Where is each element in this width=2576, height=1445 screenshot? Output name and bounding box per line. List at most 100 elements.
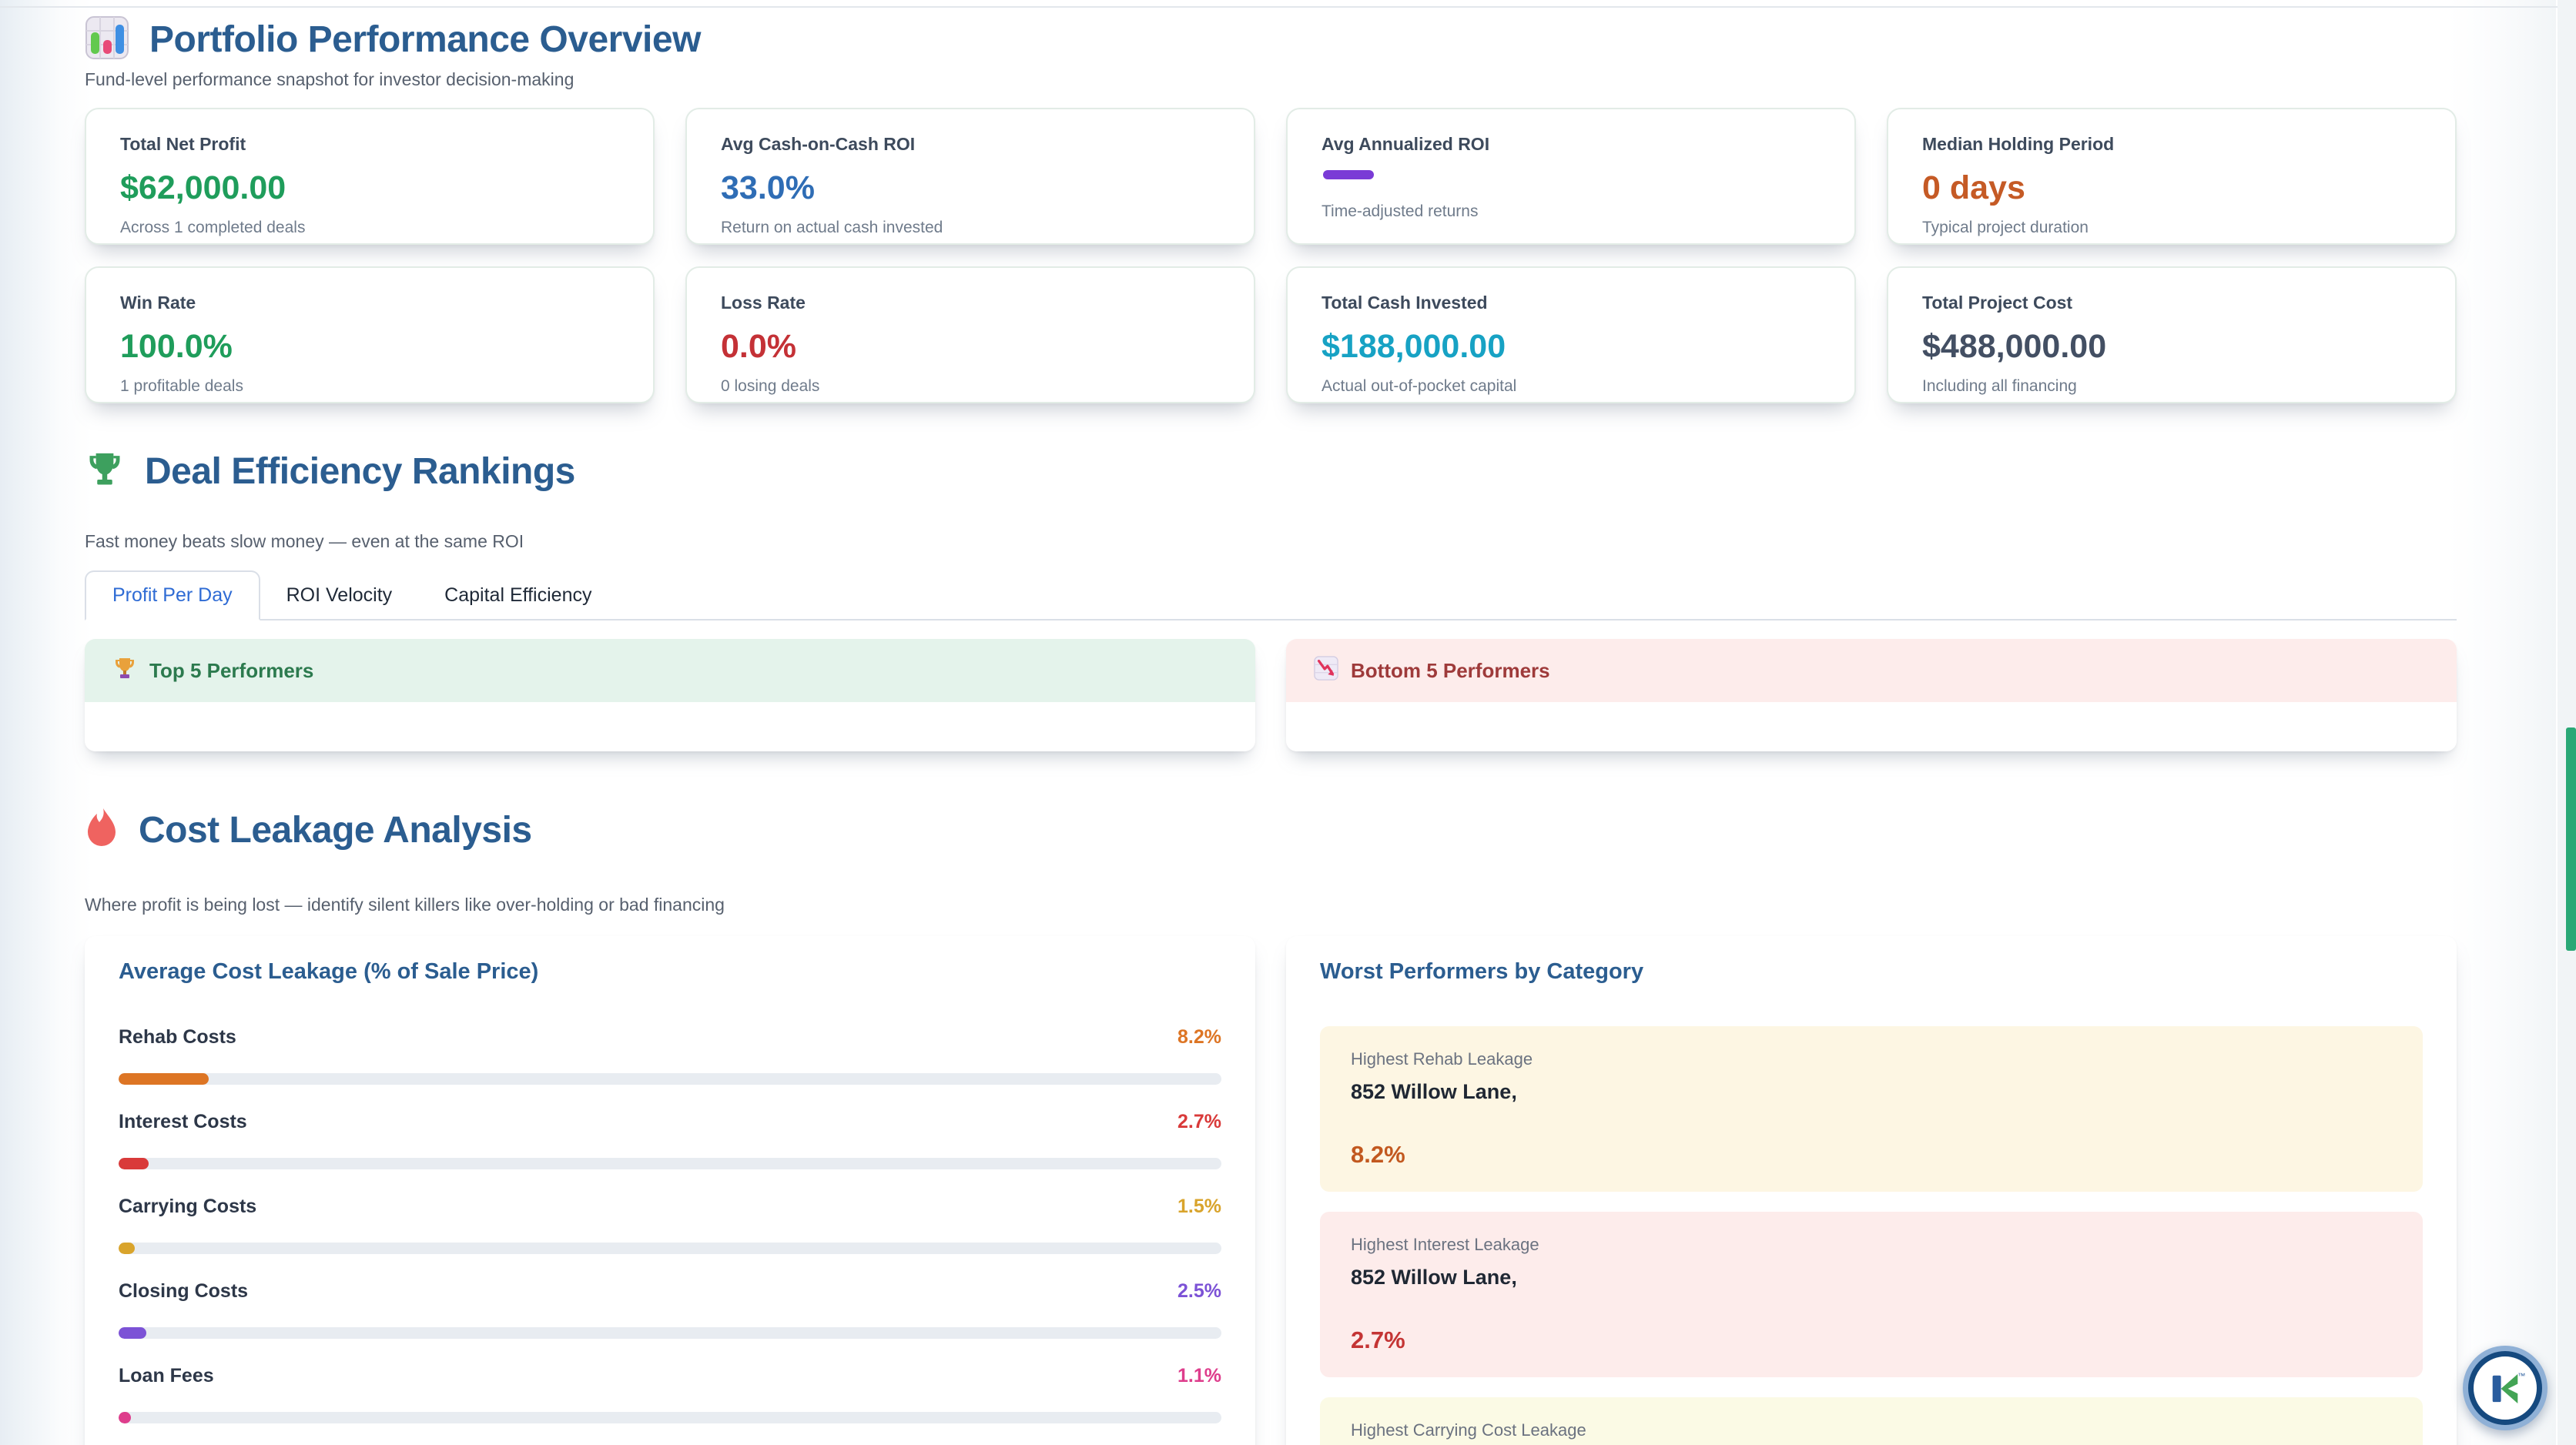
kpi-card-avg-coc-roi: Avg Cash-on-Cash ROI 33.0% Return on act… — [685, 108, 1255, 245]
top-performers-header: Top 5 Performers — [85, 639, 1255, 702]
worst-card-interest: Highest Interest Leakage 852 Willow Lane… — [1320, 1212, 2423, 1377]
bottom-performers-title: Bottom 5 Performers — [1351, 658, 1550, 682]
bar-fill — [119, 1158, 149, 1169]
avg-cost-leakage-card: Average Cost Leakage (% of Sale Price) R… — [85, 936, 1255, 1445]
bar-fill — [119, 1327, 146, 1339]
kpi-subtext: 1 profitable deals — [120, 377, 243, 396]
kpi-card-total-net-profit: Total Net Profit $62,000.00 Across 1 com… — [85, 108, 655, 245]
trophy-icon — [112, 656, 137, 686]
scrollbar-track[interactable] — [2558, 0, 2576, 1445]
worst-card-label: Highest Interest Leakage — [1351, 1235, 1539, 1254]
top-performers-panel: Top 5 Performers — [85, 639, 1255, 751]
bar-row-loan-fees: Loan Fees 1.1% — [119, 1365, 1221, 1387]
portfolio-title: Portfolio Performance Overview — [149, 19, 701, 60]
bar-fill — [119, 1412, 131, 1423]
kpi-label: Loss Rate — [721, 293, 806, 313]
worst-card-value: 8.2% — [1351, 1141, 1405, 1168]
kpi-value: 33.0% — [721, 169, 815, 206]
flame-icon — [85, 807, 119, 854]
left-gutter — [0, 0, 92, 1445]
worst-card-carrying: Highest Carrying Cost Leakage 852 Willow… — [1320, 1397, 2423, 1445]
kpi-subtext: Across 1 completed deals — [120, 219, 306, 237]
worst-card-rehab: Highest Rehab Leakage 852 Willow Lane, 8… — [1320, 1026, 2423, 1192]
bar-label: Closing Costs — [119, 1280, 249, 1302]
bar-track — [119, 1073, 1221, 1085]
bottom-performers-panel: Bottom 5 Performers — [1286, 639, 2457, 751]
right-gutter — [2448, 0, 2556, 1445]
bottom-performers-body — [1286, 702, 2457, 751]
bar-value: 2.5% — [1177, 1280, 1221, 1302]
chart-decreasing-icon — [1314, 655, 1338, 686]
tab-capital-efficiency[interactable]: Capital Efficiency — [444, 584, 592, 606]
top-performers-title: Top 5 Performers — [149, 658, 314, 682]
kpi-label: Median Holding Period — [1922, 134, 2115, 154]
worst-performers-title: Worst Performers by Category — [1320, 959, 1644, 984]
kpi-label: Total Net Profit — [120, 134, 246, 154]
kpi-card-win-rate: Win Rate 100.0% 1 profitable deals — [85, 266, 655, 403]
kpi-subtext: Typical project duration — [1922, 219, 2089, 237]
kpi-value: 100.0% — [120, 328, 233, 365]
kpi-label: Total Project Cost — [1922, 293, 2073, 313]
svg-text:™: ™ — [2517, 1372, 2525, 1380]
rankings-subtitle: Fast money beats slow money — even at th… — [85, 531, 524, 551]
k-logo-icon: ™ — [2468, 1351, 2542, 1425]
kpi-card-avg-annualized-roi: Avg Annualized ROI Time-adjusted returns — [1286, 108, 1856, 245]
bar-value: 1.5% — [1177, 1196, 1221, 1217]
bar-label: Carrying Costs — [119, 1196, 257, 1217]
leakage-title: Cost Leakage Analysis — [139, 810, 532, 851]
kpi-subtext: 0 losing deals — [721, 377, 820, 396]
rankings-header: Deal Efficiency Rankings — [85, 450, 575, 493]
scrollbar-thumb[interactable] — [2566, 728, 2576, 951]
tab-profit-per-day[interactable]: Profit Per Day — [85, 570, 260, 620]
top-performers-body — [85, 702, 1255, 751]
kpi-value-dash — [1323, 170, 1374, 179]
worst-card-label: Highest Rehab Leakage — [1351, 1049, 1533, 1069]
bar-value: 1.1% — [1177, 1365, 1221, 1386]
kpi-value: 0 days — [1922, 169, 2025, 206]
worst-performers-card: Worst Performers by Category Highest Reh… — [1286, 936, 2457, 1445]
bar-track — [119, 1243, 1221, 1254]
kpi-card-total-cash-invested: Total Cash Invested $188,000.00 Actual o… — [1286, 266, 1856, 403]
worst-card-value: 2.7% — [1351, 1326, 1405, 1353]
kpi-label: Win Rate — [120, 293, 196, 313]
kpi-value: $488,000.00 — [1922, 328, 2107, 365]
tab-roi-velocity[interactable]: ROI Velocity — [286, 584, 393, 606]
worst-card-property: 852 Willow Lane, — [1351, 1266, 1517, 1289]
brand-badge-button[interactable]: ™ — [2463, 1346, 2548, 1430]
worst-card-label: Highest Carrying Cost Leakage — [1351, 1420, 1586, 1440]
kpi-card-loss-rate: Loss Rate 0.0% 0 losing deals — [685, 266, 1255, 403]
kpi-card-median-holding-period: Median Holding Period 0 days Typical pro… — [1887, 108, 2457, 245]
bar-row-interest: Interest Costs 2.7% — [119, 1111, 1221, 1133]
bar-row-carrying: Carrying Costs 1.5% — [119, 1196, 1221, 1218]
bar-row-rehab: Rehab Costs 8.2% — [119, 1026, 1221, 1049]
kpi-grid: Total Net Profit $62,000.00 Across 1 com… — [85, 108, 2457, 403]
leakage-subtitle: Where profit is being lost — identify si… — [85, 895, 725, 915]
kpi-value: $188,000.00 — [1321, 328, 1506, 365]
leakage-cards: Average Cost Leakage (% of Sale Price) R… — [85, 936, 2457, 1445]
kpi-subtext: Return on actual cash invested — [721, 219, 943, 237]
trophy-icon — [85, 450, 125, 493]
bar-value: 8.2% — [1177, 1026, 1221, 1048]
bar-track — [119, 1158, 1221, 1169]
portfolio-subtitle: Fund-level performance snapshot for inve… — [85, 69, 574, 89]
bar-track — [119, 1327, 1221, 1339]
kpi-label: Avg Cash-on-Cash ROI — [721, 134, 916, 154]
bar-label: Interest Costs — [119, 1111, 247, 1132]
kpi-value: 0.0% — [721, 328, 797, 365]
top-divider — [0, 6, 2576, 8]
bar-value: 2.7% — [1177, 1111, 1221, 1132]
bar-fill — [119, 1073, 209, 1085]
kpi-subtext: Including all financing — [1922, 377, 2077, 396]
kpi-subtext: Time-adjusted returns — [1321, 202, 1479, 220]
bar-row-closing: Closing Costs 2.5% — [119, 1280, 1221, 1303]
kpi-value: $62,000.00 — [120, 169, 286, 206]
worst-card-property: 852 Willow Lane, — [1351, 1080, 1517, 1103]
bar-chart-icon — [85, 15, 129, 64]
kpi-label: Total Cash Invested — [1321, 293, 1488, 313]
kpi-label: Avg Annualized ROI — [1321, 134, 1490, 154]
kpi-subtext: Actual out-of-pocket capital — [1321, 377, 1517, 396]
bar-track — [119, 1412, 1221, 1423]
leakage-header: Cost Leakage Analysis — [85, 807, 532, 854]
bar-label: Rehab Costs — [119, 1026, 236, 1048]
